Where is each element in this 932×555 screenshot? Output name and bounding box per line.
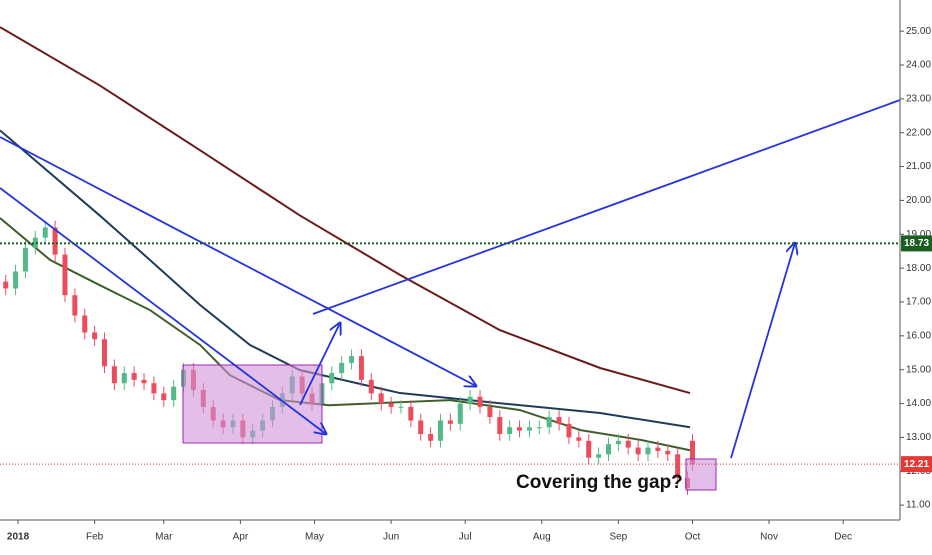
trend-line — [0, 187, 326, 434]
y-tick-label: 15.00 — [906, 364, 931, 375]
drawings — [0, 99, 901, 491]
y-tick-label: 25.00 — [906, 26, 931, 37]
candle-body — [329, 373, 335, 384]
candle-body — [457, 403, 463, 424]
candle-body — [605, 444, 611, 455]
x-tick-label: Sep — [609, 532, 627, 543]
candle-body — [635, 447, 641, 455]
candle-body — [546, 417, 552, 428]
candle-body — [82, 315, 88, 333]
price-label-box — [901, 235, 932, 252]
candle-body — [3, 281, 9, 289]
y-tick-label: 20.00 — [906, 195, 931, 206]
candle-body — [42, 227, 48, 238]
candle-body — [428, 434, 434, 441]
y-tick-label: 22.00 — [906, 127, 931, 138]
candle-body — [467, 396, 473, 404]
candle-body — [358, 356, 364, 380]
x-tick-label: Apr — [233, 532, 249, 543]
candle-body — [566, 423, 572, 438]
candle-body — [368, 379, 374, 394]
trend-line — [0, 136, 476, 386]
candle-body — [378, 393, 384, 404]
candle-body — [507, 427, 513, 435]
candle-body — [655, 447, 661, 451]
candle-body — [556, 417, 562, 424]
y-tick-label: 13.00 — [906, 432, 931, 443]
candle-body — [418, 420, 424, 435]
x-tick-label: Jun — [383, 532, 399, 543]
y-tick-label: 21.00 — [906, 161, 931, 172]
price-label-box — [901, 456, 932, 473]
candle-body — [586, 440, 592, 458]
candle-body — [437, 420, 443, 441]
candle-body — [22, 247, 28, 272]
price-label: 12.21 — [904, 459, 929, 470]
candle-body — [408, 406, 414, 421]
candle-body — [92, 332, 98, 340]
annotation: Covering the gap? — [516, 472, 683, 493]
candle-body — [487, 406, 493, 418]
candle-body — [477, 396, 483, 407]
arrow — [730, 243, 795, 459]
candle-body — [388, 403, 394, 407]
candle-body — [497, 417, 503, 435]
y-tick-label: 19.00 — [906, 229, 931, 240]
candle-body — [161, 393, 167, 401]
candle-body — [349, 356, 355, 363]
x-tick-label: Jul — [459, 532, 472, 543]
candle-body — [62, 254, 68, 296]
candle-body — [171, 386, 177, 401]
plot-area — [0, 26, 695, 495]
moving-average — [0, 26, 691, 395]
candle-body — [32, 237, 38, 248]
candle-body — [689, 440, 695, 465]
candle-body — [141, 379, 147, 384]
candle-body — [576, 437, 582, 441]
candle-body — [615, 440, 621, 445]
candle-body — [536, 427, 542, 429]
candle-body — [72, 295, 78, 316]
candle-body — [131, 373, 137, 380]
candle-body — [526, 427, 532, 431]
y-tick-label: 14.00 — [906, 398, 931, 409]
x-tick-label: Feb — [86, 532, 104, 543]
projection-line — [312, 99, 901, 315]
moving-average — [0, 129, 691, 429]
moving-average — [0, 217, 691, 452]
y-tick-label: 17.00 — [906, 297, 931, 308]
x-tick-label: 2018 — [7, 532, 30, 543]
x-tick-label: Aug — [533, 532, 551, 543]
candle-body — [625, 440, 631, 448]
x-tick-label: Nov — [760, 532, 778, 543]
price-label: 18.73 — [904, 238, 929, 249]
x-tick-label: May — [305, 532, 324, 543]
x-tick-label: Dec — [834, 532, 852, 543]
candle-body — [675, 454, 681, 479]
candle-body — [102, 339, 108, 367]
y-tick-label: 11.00 — [906, 500, 931, 511]
y-tick-label: 24.00 — [906, 60, 931, 71]
candle-body — [645, 447, 651, 455]
candle-body — [339, 362, 345, 374]
y-tick-label: 18.00 — [906, 263, 931, 274]
candle-body — [398, 406, 404, 408]
candle-body — [111, 366, 117, 384]
arrow — [299, 323, 340, 406]
x-tick-label: Oct — [685, 532, 701, 543]
candle-body — [151, 383, 157, 394]
candle-body — [665, 450, 671, 455]
candle-body — [517, 427, 523, 431]
candle-body — [13, 271, 19, 289]
candle-body — [447, 420, 453, 424]
candle-body — [596, 454, 602, 458]
y-tick-label: 23.00 — [906, 93, 931, 104]
x-tick-label: Mar — [155, 532, 173, 543]
candle-body — [52, 227, 58, 255]
candle-body — [121, 373, 127, 384]
y-tick-label: 16.00 — [906, 330, 931, 341]
